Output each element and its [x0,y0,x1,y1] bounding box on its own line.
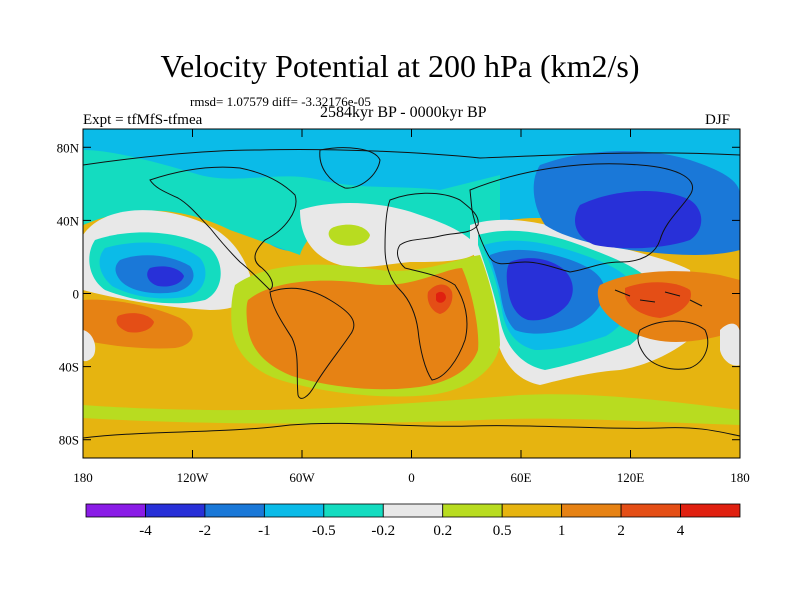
indian-low-core [506,258,573,321]
europe-africa-coast [384,192,479,381]
arctic-coast [83,148,740,166]
colorbar-swatch [501,503,563,518]
y-tick-label: 40S [59,360,79,375]
southern-orange-band [83,418,740,458]
colorbar-label: -2 [199,523,212,539]
coastlines [83,147,740,439]
north-america-coast [149,166,297,291]
x-axis: 180 120W 60W 0 60E 120E 180 [73,129,750,485]
x-tick-label: 60E [511,470,532,485]
africa-high-peak [436,291,446,303]
stats-label: rmsd= 1.07579 diff= -3.32176e-05 [190,94,371,109]
chart-title: Velocity Potential at 200 hPa (km2/s) [160,48,640,84]
colorbar-swatch [620,503,681,518]
central-pacific-red [116,313,154,333]
atlantic-white [300,203,480,268]
colorbar-swatch [382,503,444,518]
colorbar-swatch [680,503,741,518]
greenland-coast [319,147,381,189]
season-label: DJF [705,112,731,128]
x-tick-label: 120W [177,470,210,485]
colorbar-label: -4 [139,523,152,539]
colorbar-swatch [85,503,146,518]
x-tick-label: 0 [408,470,415,485]
northwest-teal [83,150,500,255]
colorbar-label: 0.2 [433,523,452,539]
colorbar-label: 0.5 [493,523,512,539]
maritime-islands [614,289,703,307]
experiment-label: Expt = tfMfS-tfmea [83,112,203,128]
colorbar-label: 2 [617,523,625,539]
y-tick-label: 40N [57,213,80,228]
colorbar-swatch [561,503,622,518]
colorbar-swatch [145,503,206,518]
y-tick-label: 0 [73,287,80,302]
colorbar-label: -0.2 [371,523,395,539]
colorbar-swatch [204,503,265,518]
east-edge-white [720,323,740,366]
siberian-low-core [575,190,702,249]
south-america-coast [269,287,355,399]
pacific-low-core [147,266,184,287]
maritime-red [625,282,691,318]
asia-coast [469,163,693,273]
colorbar-label: 4 [677,523,685,539]
x-tick-label: 60W [289,470,315,485]
y-tick-label: 80S [59,433,79,448]
y-axis: 80N 40N 0 40S 80S [57,140,740,448]
atlantic-green [328,224,370,246]
australia-coast [637,320,709,370]
y-tick-label: 80N [57,140,80,155]
colorbar-swatch [442,503,503,518]
colorbar-label: 1 [558,523,566,539]
colorbar-label: -1 [258,523,271,539]
x-tick-label: 120E [617,470,645,485]
period-label: 2584kyr BP - 0000kyr BP [320,104,487,121]
colorbar: -4 -2 -1 -0.5 -0.2 0.2 0.5 1 2 4 [85,503,741,539]
colorbar-swatch [263,503,325,518]
west-edge-white [83,330,96,362]
sa-orange-high [246,268,479,390]
x-tick-label: 180 [73,470,93,485]
colorbar-swatch [323,503,384,518]
antarctica-coast [83,422,740,439]
contour-field [83,129,740,458]
x-tick-label: 180 [730,470,750,485]
colorbar-label: -0.5 [312,523,336,539]
